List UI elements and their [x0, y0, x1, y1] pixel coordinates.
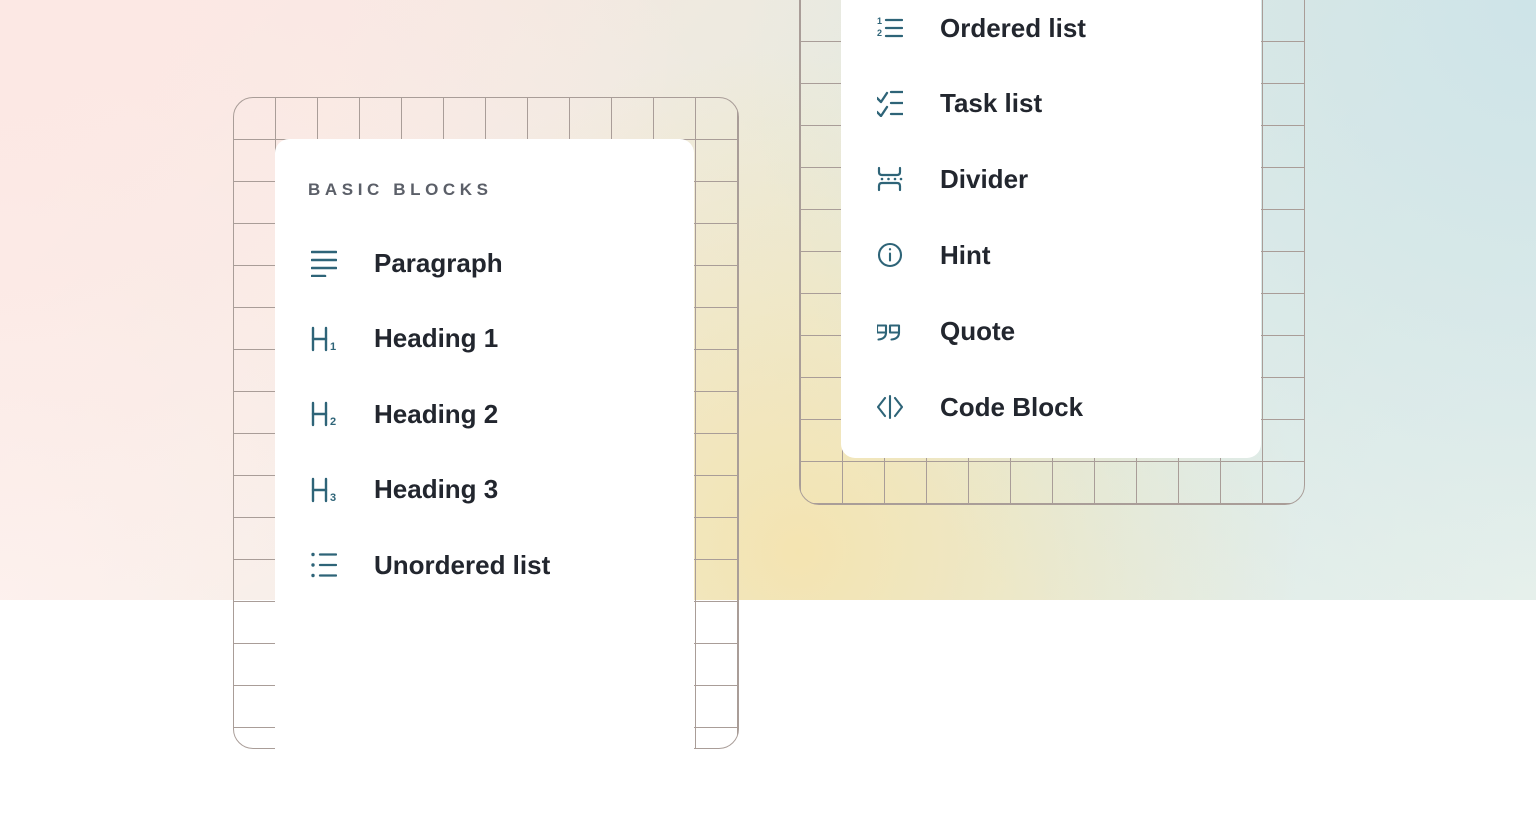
svg-text:1: 1	[330, 341, 336, 353]
svg-text:1: 1	[877, 16, 882, 26]
svg-text:3: 3	[330, 492, 336, 504]
svg-text:2: 2	[330, 416, 336, 428]
svg-text:2: 2	[877, 28, 882, 38]
